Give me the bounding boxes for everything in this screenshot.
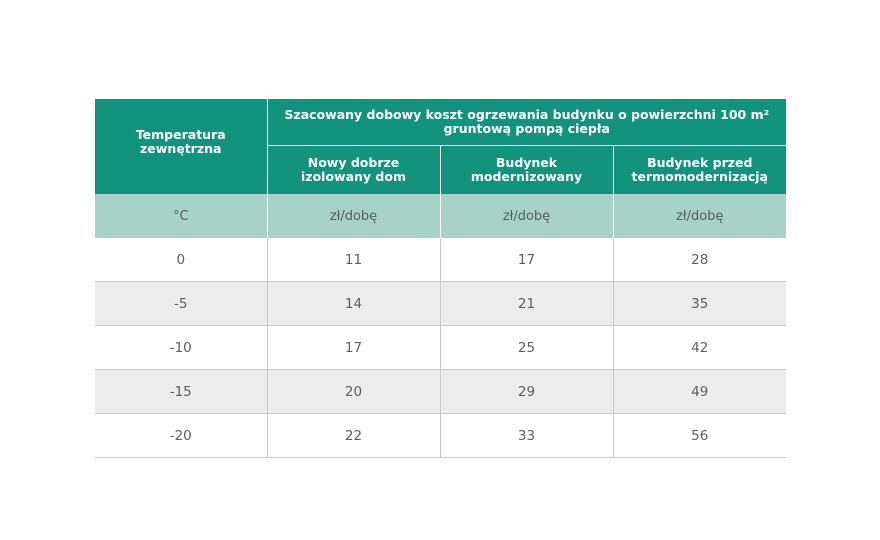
table-row: -10 17 25 42 [95,325,787,370]
cost-cell: 49 [612,369,787,414]
cost-cell: 35 [612,281,787,326]
cost-cell: 22 [266,413,440,458]
temperature-cell: -10 [95,325,267,370]
temperature-cell: -5 [95,281,267,326]
header-row-sub: Nowy dobrze izolowany dom Budynek modern… [95,145,787,194]
column-header-modernized: Budynek modernizowany [439,145,613,194]
cost-cell: 20 [266,369,440,414]
cost-cell: 17 [266,325,440,370]
cost-cell: 14 [266,281,440,326]
table-row: -5 14 21 35 [95,281,787,326]
temperature-cell: -15 [95,369,267,414]
cost-cell: 28 [612,238,787,282]
cost-cell: 11 [266,238,440,282]
column-header-new-house: Nowy dobrze izolowany dom [266,145,440,194]
cost-group-header: Szacowany dobowy koszt ogrzewania budynk… [266,99,787,147]
unit-cell-cost: zł/dobę [439,194,613,238]
heating-cost-table: Temperatura zewnętrzna Szacowany dobowy … [95,99,787,458]
table-row: -20 22 33 56 [95,413,787,458]
cost-cell: 21 [439,281,613,326]
temperature-cell: 0 [95,238,267,282]
temperature-cell: -20 [95,413,267,458]
cost-cell: 17 [439,238,613,282]
cost-cell: 56 [612,413,787,458]
cost-cell: 29 [439,369,613,414]
cost-cell: 33 [439,413,613,458]
unit-row: °C zł/dobę zł/dobę zł/dobę [95,194,787,238]
header-row-top: Temperatura zewnętrzna Szacowany dobowy … [95,99,787,194]
cost-cell: 25 [439,325,613,370]
unit-cell-temperature: °C [95,194,267,238]
temperature-header: Temperatura zewnętrzna [95,99,267,194]
table-row: 0 11 17 28 [95,238,787,282]
table-row: -15 20 29 49 [95,369,787,414]
unit-cell-cost: zł/dobę [612,194,787,238]
column-header-before-thermo: Budynek przed termomodernizacją [612,145,787,194]
cost-cell: 42 [612,325,787,370]
unit-cell-cost: zł/dobę [266,194,440,238]
cost-table-container: Temperatura zewnętrzna Szacowany dobowy … [95,99,787,458]
